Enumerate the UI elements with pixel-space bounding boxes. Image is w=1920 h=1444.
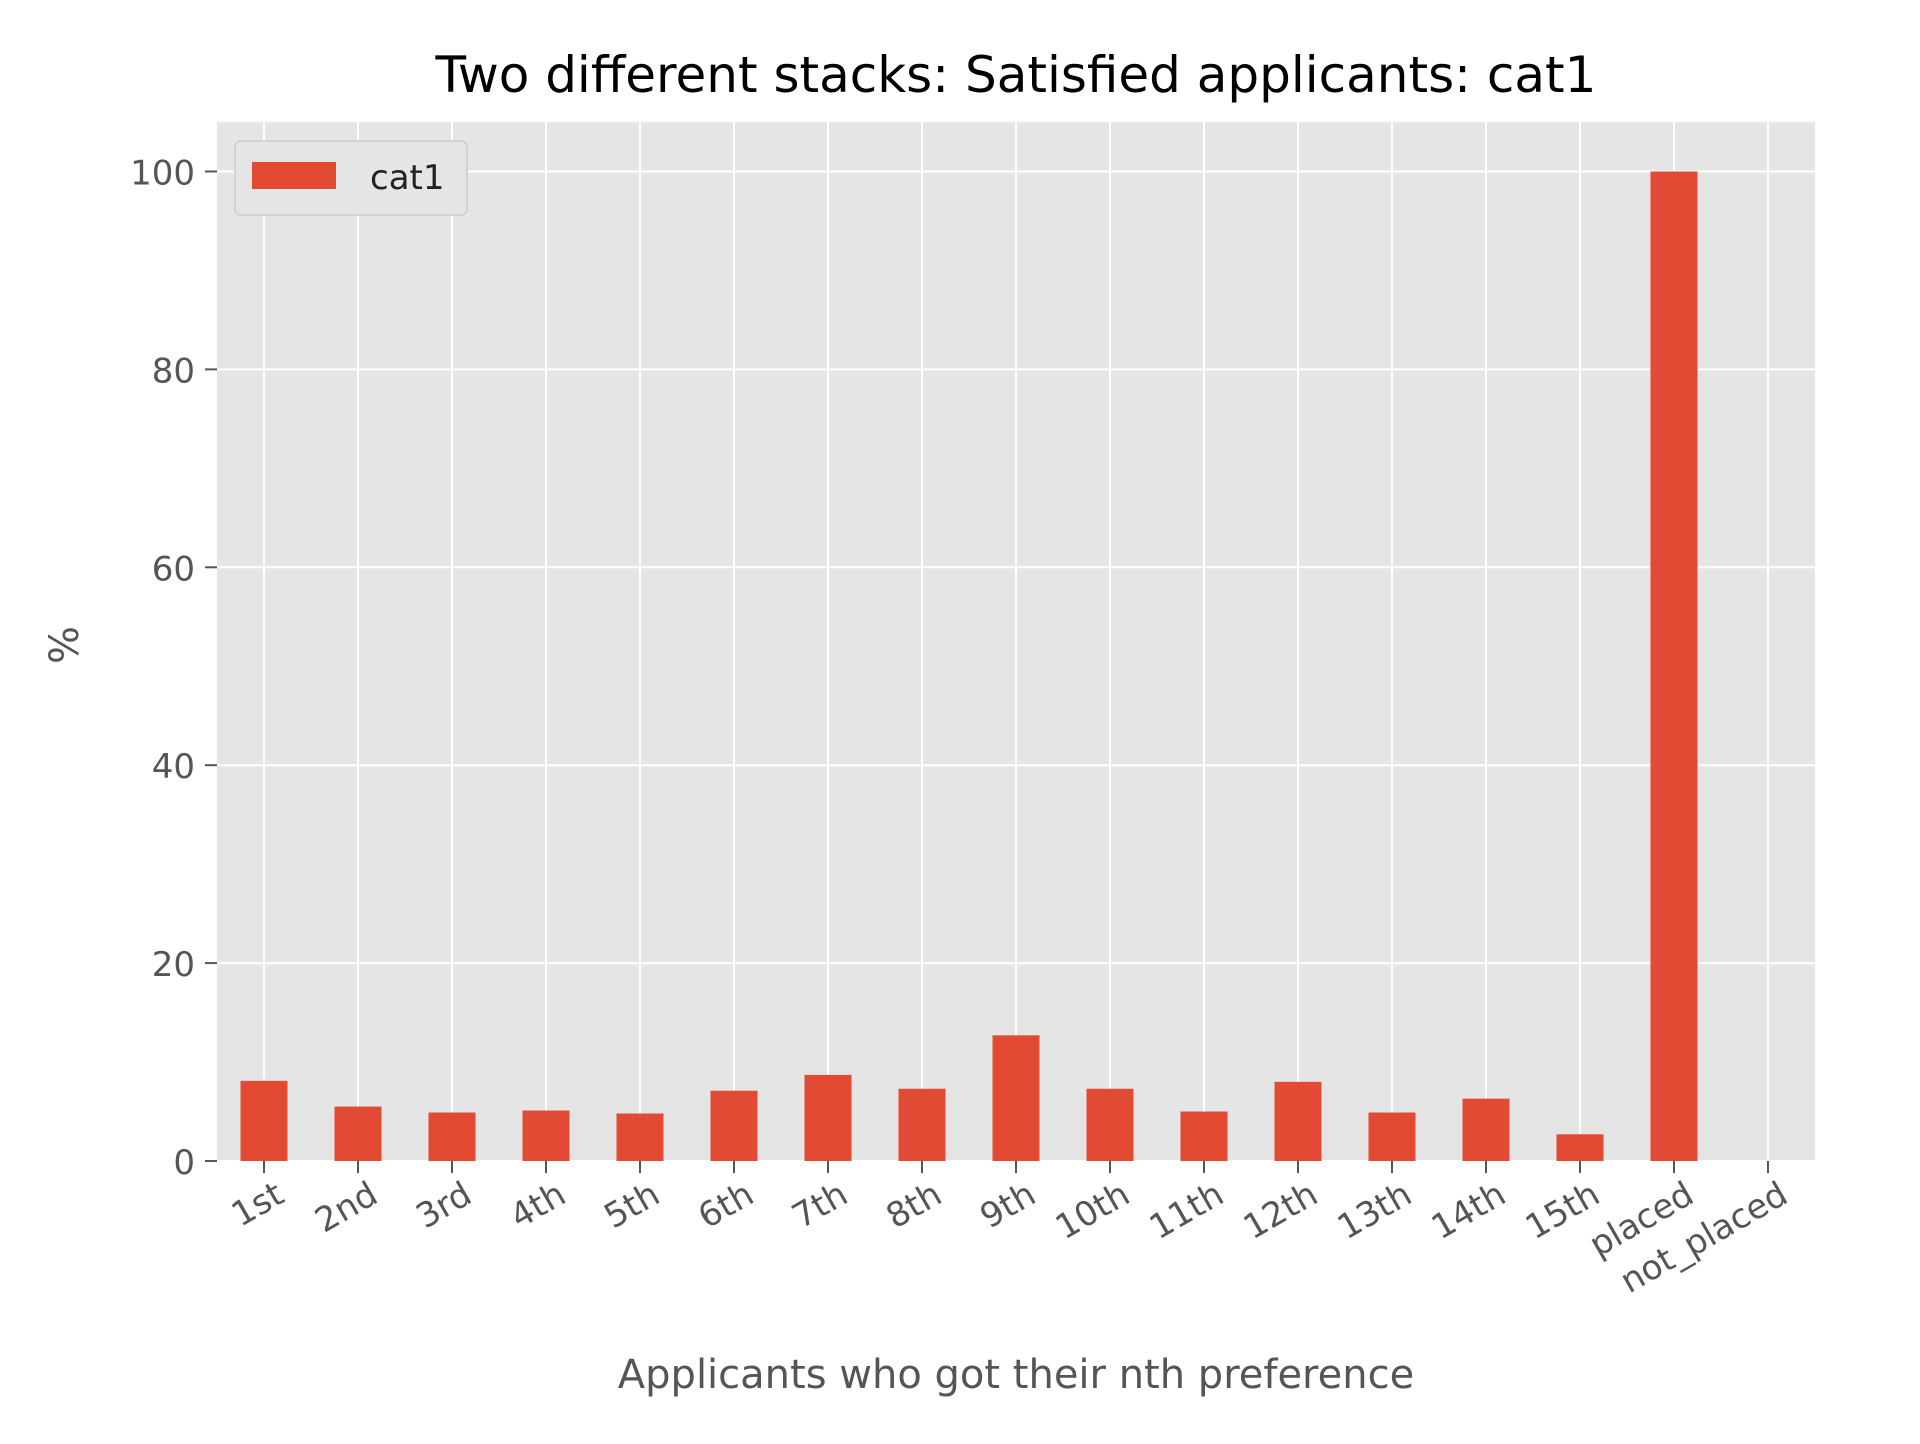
y-tick-label: 100: [130, 153, 195, 193]
bars: [240, 171, 1698, 1161]
x-tick-label: 5th: [598, 1174, 667, 1237]
bar-8th: [898, 1088, 946, 1161]
x-tick-label: 9th: [974, 1174, 1043, 1237]
chart-title: Two different stacks: Satisfied applican…: [435, 46, 1597, 104]
bar-14th: [1462, 1098, 1510, 1161]
x-tick-label: 11th: [1143, 1174, 1231, 1248]
x-tick-label: 2nd: [308, 1174, 384, 1241]
bar-4th: [522, 1110, 570, 1161]
bar-1st: [240, 1080, 288, 1161]
x-tick-label: 4th: [504, 1174, 573, 1237]
bar-10th: [1086, 1088, 1134, 1161]
x-tick-label: 12th: [1237, 1174, 1325, 1248]
x-tick-label: 14th: [1425, 1174, 1513, 1248]
legend-box: [234, 140, 468, 216]
bar-15th: [1556, 1134, 1604, 1161]
x-tick-label: 1st: [225, 1174, 291, 1235]
x-tick-label: 7th: [786, 1174, 855, 1237]
y-axis-label: %: [42, 626, 88, 664]
y-axis: 0 20 40 60 80 100: [130, 153, 217, 1183]
bar-3rd: [428, 1112, 476, 1161]
x-tick-label: 13th: [1331, 1174, 1419, 1248]
x-tick-label: 6th: [692, 1174, 761, 1237]
bar-9th: [992, 1035, 1040, 1161]
bar-7th: [804, 1074, 852, 1161]
legend-swatch: [252, 162, 336, 189]
y-tick-label: 20: [152, 945, 195, 985]
bar-11th: [1180, 1111, 1228, 1161]
y-tick-label: 60: [152, 549, 195, 589]
y-tick-label: 80: [152, 351, 195, 391]
x-axis-label: Applicants who got their nth preference: [618, 1352, 1414, 1398]
bar-placed: [1650, 171, 1698, 1161]
x-tick-label: 3rd: [409, 1174, 478, 1237]
y-tick-label: 40: [152, 747, 195, 787]
x-tick-label: 8th: [880, 1174, 949, 1237]
legend: cat1: [234, 140, 468, 216]
x-tick-label: 10th: [1049, 1174, 1137, 1248]
bar-12th: [1274, 1081, 1322, 1161]
bar-5th: [616, 1113, 664, 1161]
legend-label: cat1: [370, 158, 445, 198]
bar-2nd: [334, 1106, 382, 1161]
y-tick-label: 0: [173, 1143, 195, 1183]
x-axis: 1st 2nd 3rd 4th 5th 6th 7th 8th 9th 10th 11th 12th 1…: [225, 1161, 1795, 1302]
bar-6th: [710, 1090, 758, 1161]
bar-13th: [1368, 1112, 1416, 1161]
